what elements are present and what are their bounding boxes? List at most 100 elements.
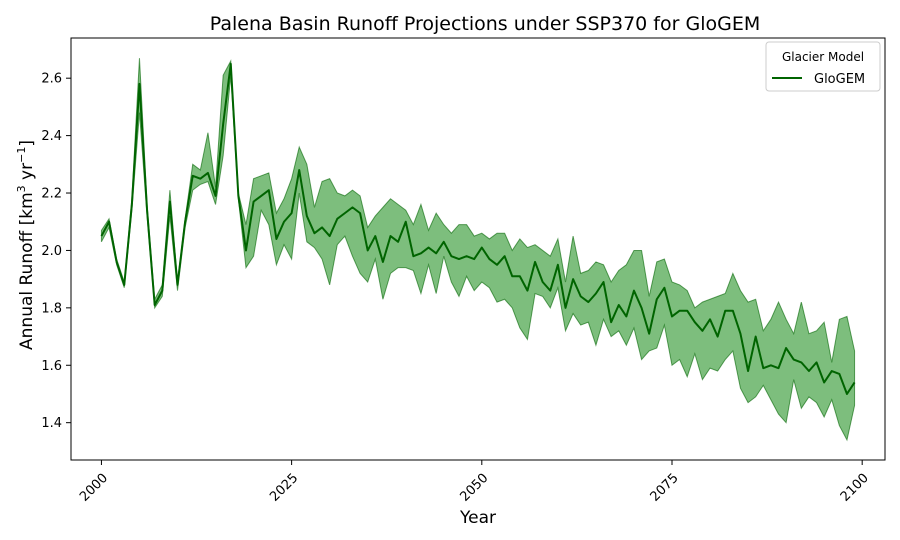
data-point [770, 364, 772, 366]
y-axis-title-base: Annual Runoff [km [17, 192, 37, 350]
data-point [131, 204, 133, 206]
data-point [458, 258, 460, 260]
data-point [762, 367, 764, 369]
legend-label-glogem: GloGEM [814, 72, 865, 87]
data-point [808, 370, 810, 372]
y-tick-label: 2.6 [41, 72, 62, 87]
data-point [732, 310, 734, 312]
y-tick-label: 1.4 [41, 416, 62, 431]
uncertainty-band-glogem [100, 58, 856, 442]
data-point [344, 212, 346, 214]
data-point [823, 381, 825, 383]
y-tick-label: 1.6 [41, 359, 62, 374]
data-point [572, 278, 574, 280]
data-point [785, 347, 787, 349]
x-tick-label: 2050 [457, 471, 491, 505]
data-point [557, 264, 559, 266]
data-point [663, 287, 665, 289]
data-point [237, 195, 239, 197]
data-point [466, 255, 468, 257]
x-tick-label: 2025 [267, 471, 301, 505]
y-axis-title-mid: yr [17, 163, 37, 185]
data-point [336, 218, 338, 220]
data-point [367, 249, 369, 251]
data-point [534, 261, 536, 263]
data-point [428, 247, 430, 249]
y-tick-label: 2.4 [41, 129, 62, 144]
data-point [473, 258, 475, 260]
data-point [245, 249, 247, 251]
data-point [405, 221, 407, 223]
data-point [450, 255, 452, 257]
data-point [412, 255, 414, 257]
data-point [549, 290, 551, 292]
data-point [138, 83, 140, 85]
data-point [230, 63, 232, 65]
data-point [169, 201, 171, 203]
data-point [260, 195, 262, 197]
data-point [519, 275, 521, 277]
y-axis-title-sup2: −1 [15, 147, 28, 163]
legend: Glacier Model GloGEM [765, 41, 881, 92]
x-tick-label: 2000 [77, 471, 111, 505]
y-axis-title: Annual Runoff [km3 yr−1] [15, 140, 37, 350]
data-point [511, 275, 513, 277]
data-point [351, 206, 353, 208]
data-point [526, 290, 528, 292]
data-point [215, 195, 217, 197]
data-point [435, 252, 437, 254]
data-point [504, 255, 506, 257]
data-point [298, 169, 300, 171]
y-tick-label: 2.0 [41, 244, 62, 259]
data-point [854, 381, 856, 383]
data-point [679, 310, 681, 312]
data-point [800, 361, 802, 363]
data-point [701, 330, 703, 332]
data-point [397, 241, 399, 243]
data-point [275, 238, 277, 240]
data-point [291, 212, 293, 214]
data-point [443, 241, 445, 243]
data-point [724, 310, 726, 312]
data-point [313, 232, 315, 234]
data-point [793, 359, 795, 361]
data-point [747, 370, 749, 372]
data-point [564, 307, 566, 309]
data-point [641, 307, 643, 309]
data-point [100, 235, 102, 237]
data-point [595, 293, 597, 295]
legend-title: Glacier Model [782, 50, 864, 64]
data-point [739, 333, 741, 335]
data-point [846, 393, 848, 395]
data-point [154, 304, 156, 306]
y-axis-title-sup1: 3 [15, 185, 28, 192]
data-point [192, 175, 194, 177]
data-point [717, 336, 719, 338]
data-point [610, 321, 612, 323]
plot-frame [70, 37, 886, 461]
chart-title: Palena Basin Runoff Projections under SS… [210, 13, 760, 35]
data-point [390, 235, 392, 237]
y-axis-title-end: ] [17, 140, 37, 147]
data-point [199, 178, 201, 180]
data-point [374, 235, 376, 237]
y-tick-label: 2.2 [41, 187, 62, 202]
series-line-glogem [100, 62, 856, 395]
data-point [283, 221, 285, 223]
plot-area [100, 58, 856, 442]
data-point [359, 212, 361, 214]
data-point [222, 123, 224, 125]
data-point [831, 370, 833, 372]
data-point [321, 226, 323, 228]
x-axis-title: Year [459, 508, 496, 528]
data-point [253, 201, 255, 203]
data-point [116, 261, 118, 263]
data-point [123, 284, 125, 286]
data-point [656, 298, 658, 300]
data-point [694, 321, 696, 323]
data-point [177, 284, 179, 286]
data-point [618, 304, 620, 306]
data-point [488, 258, 490, 260]
